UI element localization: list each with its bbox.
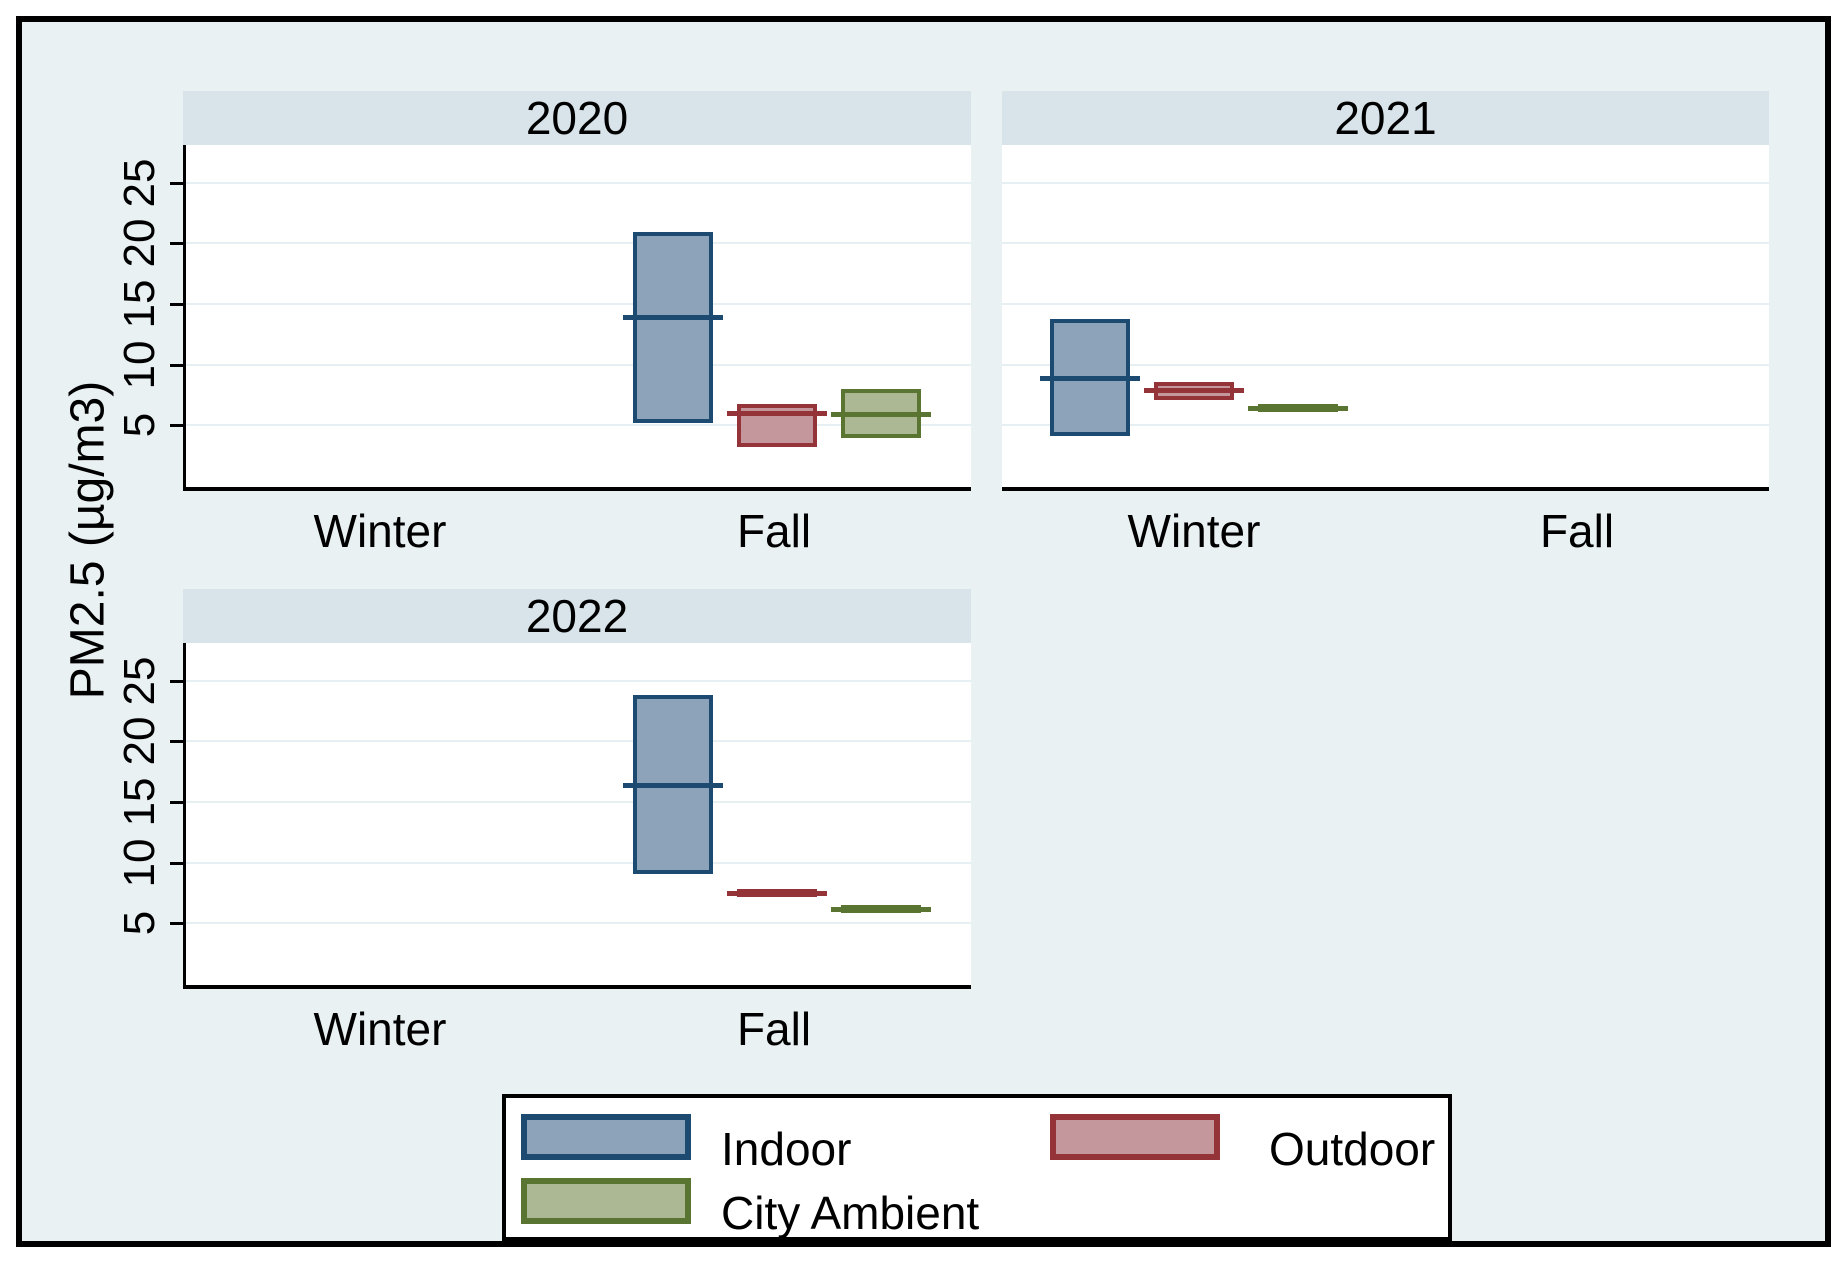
y-tick-25 xyxy=(170,181,183,185)
y-tick-10 xyxy=(170,861,183,865)
y-tick-label-5: 5 xyxy=(115,911,164,936)
y-tick-label-10: 10 xyxy=(115,340,164,390)
gridline-y-15 xyxy=(186,303,971,306)
legend-swatch-indoor xyxy=(521,1114,691,1160)
plot-area-2020 xyxy=(183,145,971,491)
median-line xyxy=(1247,405,1348,411)
legend-label-outdoor: Outdoor xyxy=(1269,1123,1436,1175)
box-indoor-fall-2020 xyxy=(623,232,723,423)
y-tick-label-15: 15 xyxy=(115,777,164,827)
gridline-y-10 xyxy=(186,861,971,864)
figure-frame: PM2.5 (µg/m3) 2020 Winter Fall 2021 Wint… xyxy=(16,16,1831,1247)
legend-swatch-city-ambient xyxy=(521,1178,691,1224)
gridline-y-20 xyxy=(186,242,971,245)
gridline-y-5 xyxy=(1002,424,1769,427)
median-line xyxy=(623,314,723,320)
x-category-label-fall-2020: Fall xyxy=(736,505,812,557)
panel-title-2020: 2020 xyxy=(525,92,629,144)
y-tick-20 xyxy=(170,242,183,246)
y-tick-15 xyxy=(170,801,183,805)
box-indoor-fall-2022 xyxy=(623,695,723,874)
gridline-y-25 xyxy=(186,181,971,184)
y-tick-10 xyxy=(170,363,183,367)
legend-box: Indoor Outdoor City Ambient xyxy=(502,1094,1452,1241)
x-category-label-fall-2021: Fall xyxy=(1539,505,1615,557)
median-line xyxy=(623,782,723,788)
box-indoor-winter-2021 xyxy=(1039,318,1140,437)
y-tick-label-25: 25 xyxy=(115,158,164,208)
gridline-y-15 xyxy=(186,801,971,804)
gridline-y-25 xyxy=(1002,181,1769,184)
gridline-y-25 xyxy=(186,679,971,682)
y-tick-label-20: 20 xyxy=(115,716,164,766)
box-outdoor-fall-2020 xyxy=(727,403,827,448)
panel-title-2021: 2021 xyxy=(1334,92,1437,144)
y-tick-25 xyxy=(170,679,183,683)
box-city-ambient-fall-2022 xyxy=(831,905,931,914)
gridline-y-5 xyxy=(186,424,971,427)
x-category-label-winter-2020: Winter xyxy=(313,505,447,557)
panel-strip-2021: 2021 xyxy=(1002,91,1769,145)
gridline-y-20 xyxy=(186,740,971,743)
panel-strip-2020: 2020 xyxy=(183,91,971,145)
plot-area-2021 xyxy=(1002,145,1769,491)
y-tick-label-5: 5 xyxy=(115,413,164,438)
y-tick-15 xyxy=(170,303,183,307)
y-tick-20 xyxy=(170,740,183,744)
legend-swatch-outdoor xyxy=(1050,1114,1220,1160)
median-line xyxy=(727,410,827,416)
plot-area-2022 xyxy=(183,643,971,989)
y-tick-label-10: 10 xyxy=(115,838,164,888)
y-tick-label-25: 25 xyxy=(115,656,164,706)
box-city-ambient-winter-2021 xyxy=(1247,403,1348,412)
gridline-y-5 xyxy=(186,922,971,925)
y-tick-5 xyxy=(170,424,183,428)
legend-label-indoor: Indoor xyxy=(721,1123,852,1175)
x-category-label-winter-2022: Winter xyxy=(313,1003,447,1055)
median-line xyxy=(831,907,931,913)
panel-title-2022: 2022 xyxy=(525,590,629,642)
legend-label-city-ambient: City Ambient xyxy=(721,1187,980,1239)
median-line xyxy=(727,891,827,897)
median-line xyxy=(1039,375,1140,381)
gridline-y-10 xyxy=(186,363,971,366)
y-tick-label-15: 15 xyxy=(115,279,164,329)
gridline-y-15 xyxy=(1002,303,1769,306)
x-category-label-winter-2021: Winter xyxy=(1127,505,1261,557)
median-line xyxy=(831,412,931,417)
box-city-ambient-fall-2020 xyxy=(831,389,931,438)
box-outdoor-fall-2022 xyxy=(727,889,827,898)
gridline-y-10 xyxy=(1002,363,1769,366)
y-tick-5 xyxy=(170,922,183,926)
median-line xyxy=(1143,387,1244,393)
panel-strip-2022: 2022 xyxy=(183,589,971,643)
gridline-y-20 xyxy=(1002,242,1769,245)
x-category-label-fall-2022: Fall xyxy=(736,1003,812,1055)
y-tick-label-20: 20 xyxy=(115,218,164,268)
box-outdoor-winter-2021 xyxy=(1143,381,1244,400)
y-axis-title: PM2.5 (µg/m3) xyxy=(61,380,115,700)
